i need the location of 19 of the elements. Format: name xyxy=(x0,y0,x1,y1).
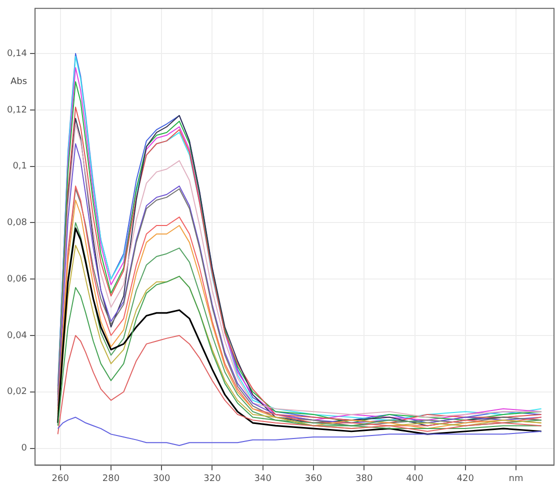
y-tick-label: 0,08 xyxy=(6,218,28,228)
x-tick-label: 300 xyxy=(153,474,170,484)
y-tick-label: 0,12 xyxy=(6,105,28,116)
x-tick-label: 360 xyxy=(304,474,322,484)
y-tick-label: 0,06 xyxy=(6,274,28,284)
x-tick-label: 420 xyxy=(456,474,474,484)
y-tick-label: 0,14 xyxy=(6,48,28,59)
x-tick-label: nm xyxy=(508,474,524,484)
x-tick-label: 340 xyxy=(254,474,272,484)
x-tick-label: 320 xyxy=(204,474,222,484)
x-tick-label: 400 xyxy=(406,474,424,484)
y-tick-label: 0 xyxy=(21,444,28,454)
y-tick-label: 0,02 xyxy=(6,387,28,398)
y-tick-label: 0,04 xyxy=(6,330,28,341)
y-tick-label: 0,1 xyxy=(12,162,28,172)
x-tick-label: 380 xyxy=(356,474,373,484)
y-axis-title: Abs xyxy=(10,77,28,88)
x-tick-label: 280 xyxy=(102,474,120,484)
x-tick-label: 260 xyxy=(52,474,70,484)
